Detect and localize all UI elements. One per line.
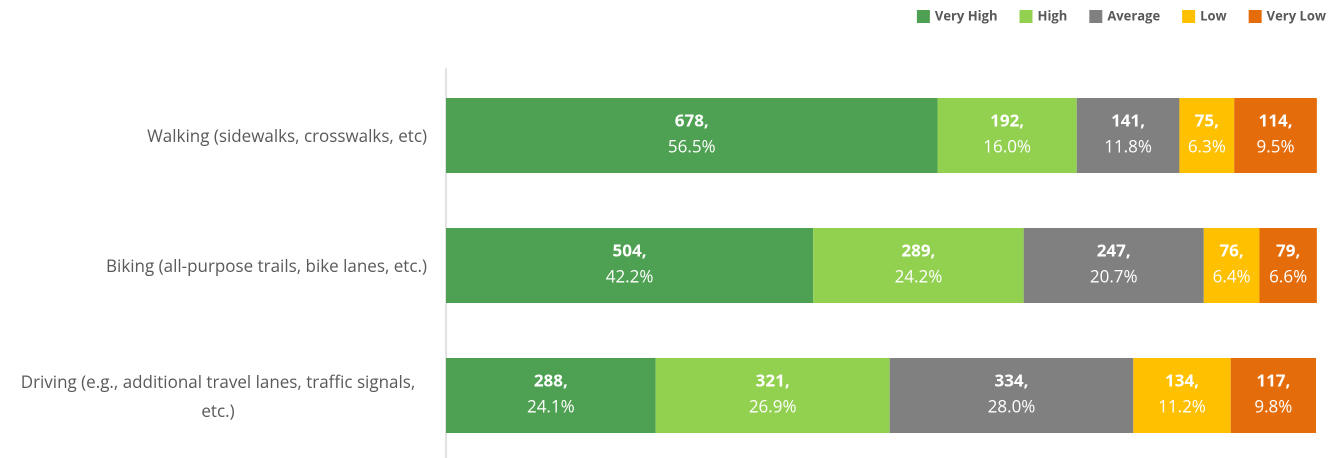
- bar-segment: [446, 358, 656, 433]
- legend-label: Very Low: [1267, 6, 1326, 24]
- percent-label: 42.2%: [606, 265, 654, 288]
- bar-segment: [1230, 358, 1316, 433]
- category-label: Biking (all-purpose trails, bike lanes, …: [106, 254, 427, 277]
- percent-label: 6.4%: [1213, 265, 1251, 288]
- legend-label: High: [1038, 6, 1068, 24]
- bar-segment: [1023, 228, 1204, 303]
- percent-label: 6.3%: [1188, 135, 1226, 158]
- percent-label: 26.9%: [749, 395, 797, 418]
- count-label: 141,: [1111, 109, 1145, 132]
- category-label-box: Biking (all-purpose trails, bike lanes, …: [0, 228, 427, 303]
- count-label: 288,: [534, 369, 568, 392]
- count-label: 192,: [990, 109, 1024, 132]
- legend-swatch: [916, 10, 930, 23]
- percent-label: 6.6%: [1269, 265, 1307, 288]
- count-label: 678,: [675, 109, 709, 132]
- bar-segment: [937, 98, 1077, 173]
- category-label-box: Walking (sidewalks, crosswalks, etc): [0, 98, 427, 173]
- count-label: 75,: [1195, 109, 1219, 132]
- bar-segment: [446, 228, 814, 303]
- bar-segment: [1133, 358, 1231, 433]
- category-label-box: Driving (e.g., additional travel lanes, …: [0, 358, 427, 433]
- bar-segment: [1234, 98, 1317, 173]
- category-label: Driving (e.g., additional travel lanes, …: [20, 369, 416, 422]
- bar-segment: [446, 98, 938, 173]
- legend-swatch: [1019, 10, 1033, 23]
- category-label: Walking (sidewalks, crosswalks, etc): [147, 124, 427, 147]
- bar-segment: [813, 228, 1024, 303]
- bar-segment: [1179, 98, 1235, 173]
- legend-swatch: [1089, 10, 1103, 23]
- bar-segment: [655, 358, 890, 433]
- legend-swatch: [1182, 10, 1196, 23]
- count-label: 117,: [1256, 369, 1290, 392]
- count-label: 321,: [756, 369, 790, 392]
- legend-label: Average: [1107, 6, 1160, 24]
- legend-swatch: [1248, 10, 1262, 23]
- count-label: 79,: [1276, 239, 1300, 262]
- legend-label: Low: [1200, 6, 1227, 24]
- percent-label: 28.0%: [988, 395, 1036, 418]
- legend-label: Very High: [935, 6, 998, 24]
- count-label: 504,: [613, 239, 647, 262]
- count-label: 289,: [901, 239, 935, 262]
- count-label: 114,: [1259, 109, 1293, 132]
- bar-segment: [1203, 228, 1260, 303]
- bar-segment: [1076, 98, 1180, 173]
- count-label: 76,: [1219, 239, 1243, 262]
- percent-label: 9.8%: [1254, 395, 1292, 418]
- bar-segment: [889, 358, 1134, 433]
- percent-label: 9.5%: [1257, 135, 1295, 158]
- percent-label: 20.7%: [1090, 265, 1138, 288]
- bar-segment: [1259, 228, 1317, 303]
- count-label: 247,: [1097, 239, 1131, 262]
- percent-label: 16.0%: [983, 135, 1031, 158]
- percent-label: 11.2%: [1158, 395, 1206, 418]
- percent-label: 24.1%: [527, 395, 575, 418]
- count-label: 334,: [994, 369, 1028, 392]
- percent-label: 24.2%: [895, 265, 943, 288]
- percent-label: 11.8%: [1104, 135, 1152, 158]
- percent-label: 56.5%: [668, 135, 716, 158]
- count-label: 134,: [1165, 369, 1199, 392]
